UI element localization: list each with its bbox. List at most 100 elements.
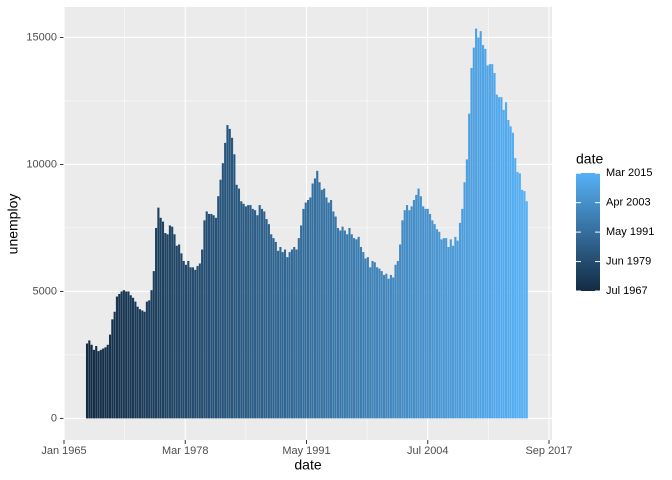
bar [458, 222, 462, 419]
bar [240, 201, 243, 419]
bar [348, 227, 351, 419]
bar [290, 249, 293, 419]
y-tick-label: 15000 [26, 31, 57, 43]
legend-label: Mar 2015 [606, 167, 652, 179]
bar [224, 142, 227, 419]
bar [424, 208, 427, 419]
bar [392, 277, 395, 419]
bar [125, 291, 128, 419]
bar [231, 137, 234, 419]
bar [263, 211, 266, 419]
bar [118, 293, 121, 419]
bar [491, 64, 494, 419]
bar [362, 252, 365, 419]
bar [198, 263, 201, 419]
bar [405, 205, 409, 419]
bar [251, 208, 254, 419]
bar [412, 200, 415, 419]
bar [339, 230, 342, 419]
bar [265, 219, 268, 419]
bar [426, 208, 429, 419]
legend-title: date [576, 151, 603, 167]
bar [452, 245, 455, 419]
bar [219, 179, 222, 419]
bar [514, 158, 517, 419]
bar [389, 274, 392, 419]
bar [106, 344, 109, 419]
bar [281, 252, 284, 419]
bar [214, 217, 218, 419]
bar [419, 196, 422, 419]
bar [428, 213, 432, 419]
bar [313, 178, 317, 419]
bar [217, 196, 220, 419]
bar [472, 47, 475, 419]
bar [90, 344, 93, 419]
bar [228, 128, 231, 419]
bar [175, 245, 178, 419]
bar [279, 246, 282, 419]
bar [143, 311, 146, 419]
bar [396, 260, 399, 419]
bar [364, 258, 367, 419]
bar [359, 246, 363, 419]
bar [254, 210, 257, 419]
bar [422, 206, 425, 419]
bar [525, 201, 528, 419]
bar [164, 233, 167, 419]
bar [442, 238, 445, 419]
bar [320, 189, 323, 419]
bar [196, 266, 199, 419]
y-tick-label: 5000 [33, 285, 57, 297]
bar [226, 125, 229, 419]
legend-label: Jun 1979 [606, 255, 651, 267]
bar [95, 346, 98, 419]
bar [205, 211, 208, 419]
bar [410, 206, 413, 419]
bar [99, 349, 102, 419]
bar [431, 220, 434, 419]
bar [385, 273, 388, 419]
bar [191, 267, 194, 419]
bar [274, 241, 277, 419]
bar [104, 347, 107, 419]
bar [511, 132, 514, 419]
bar [341, 226, 344, 419]
bar [346, 234, 349, 419]
x-tick-label: Mar 1978 [162, 445, 208, 457]
bar [277, 250, 280, 419]
bar [260, 208, 264, 419]
bar [376, 267, 379, 419]
bar [267, 224, 270, 419]
bar [256, 215, 259, 419]
bar [468, 113, 471, 419]
bar [477, 37, 480, 419]
bar [304, 202, 307, 419]
bar [378, 268, 381, 419]
bar [108, 334, 112, 419]
bar [203, 220, 206, 419]
bar [173, 234, 176, 419]
bar [394, 264, 397, 419]
bar [438, 231, 441, 419]
bar [127, 291, 130, 419]
bar [357, 236, 360, 419]
bar [201, 249, 204, 419]
bar [157, 207, 160, 419]
bar [161, 221, 165, 419]
bar [184, 264, 188, 419]
bar [295, 249, 298, 419]
bar [509, 126, 512, 419]
y-tick-label: 10000 [26, 158, 57, 170]
bar [286, 257, 289, 419]
bar [456, 240, 459, 419]
bar [132, 297, 135, 419]
bar [504, 102, 508, 419]
bar [447, 246, 450, 419]
bar [417, 188, 420, 419]
bar [486, 65, 489, 419]
bar [327, 202, 330, 419]
bar [481, 45, 485, 419]
bar [403, 210, 406, 419]
bar [258, 205, 261, 419]
